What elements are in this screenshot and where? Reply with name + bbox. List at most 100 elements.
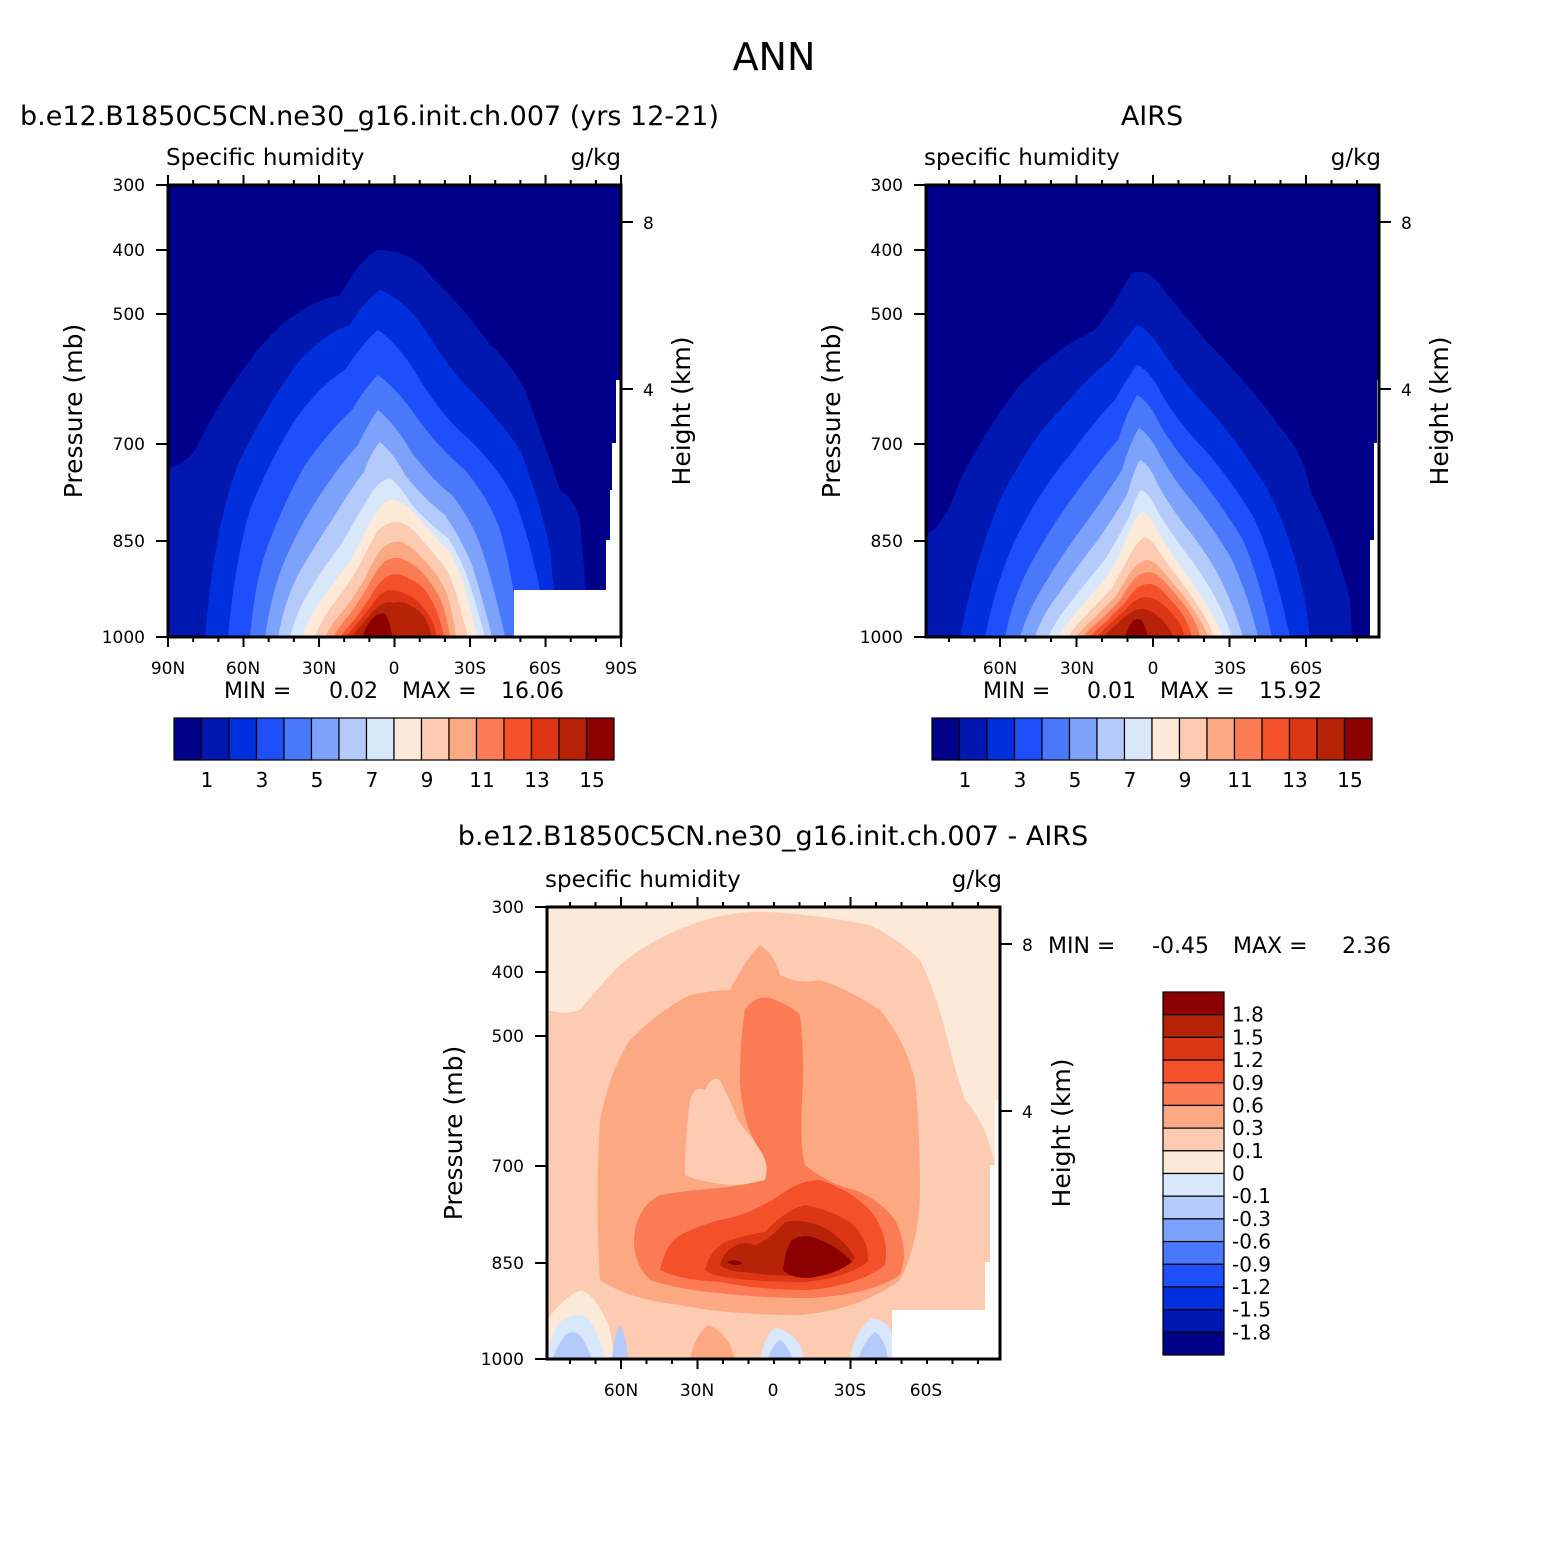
panel-model: b.e12.B1850C5CN.ne30_g16.init.ch.007 (yr… [20,101,719,792]
panel-obs-y2-ticklabels: 8 4 [1401,214,1412,401]
contour-fill-1.8 [783,1236,852,1278]
stat-min-label: MIN = [983,679,1050,704]
colorbar-swatch [1013,717,1043,761]
panel-model-var-label: Specific humidity [166,145,364,171]
colorbar-label: 5 [1069,768,1082,792]
colorbar-swatch [1162,1127,1225,1152]
colorbar-swatch [986,717,1016,761]
contour-fill-neg-0.3 [552,1332,592,1359]
contour-fill-neg-0.3-c [768,1340,792,1359]
y-tick-label: 300 [871,176,903,196]
panel-diff: b.e12.B1850C5CN.ne30_g16.init.ch.007 - A… [439,821,1391,1401]
colorbar-swatch [558,717,588,761]
colorbar-label: 1 [959,768,972,792]
y-tick-label: 850 [871,532,903,552]
colorbar-swatch [1068,717,1098,761]
panel-model-ylabel: Pressure (mb) [59,324,88,498]
x-tick-label: 60N [604,1381,638,1401]
panel-obs-axes [914,175,1391,647]
colorbar-swatch [503,717,533,761]
y-tick-label: 1000 [860,628,903,648]
colorbar-swatch [530,717,560,761]
colorbar-swatch [1162,1195,1225,1220]
colorbar-swatch [1261,717,1291,761]
colorbar-label: -1.8 [1232,1320,1271,1344]
panel-model-x-ticklabels: 90N 60N 30N 0 30S 60S 90S [151,659,637,679]
x-tick-label: 60N [983,659,1017,679]
colorbar-swatch [958,717,988,761]
y-tick-label: 400 [492,963,524,983]
contour-fill-level-15 [362,613,392,637]
colorbar-swatch [1162,991,1225,1016]
y2-tick-label: 4 [1022,1103,1033,1123]
x-tick-label: 30S [834,1381,866,1401]
colorbar-label: 0 [1232,1162,1245,1186]
figure-title: ANN [733,35,816,79]
colorbar-swatch [1123,717,1153,761]
colorbar-label: -0.6 [1232,1230,1271,1254]
panel-model-units: g/kg [571,145,621,171]
x-tick-label: 60S [1290,659,1322,679]
colorbar-swatch [1151,717,1181,761]
colorbar-swatch [1162,1240,1225,1265]
stat-min-label: MIN = [1048,934,1115,959]
colorbar-label: 1.2 [1232,1048,1264,1072]
y-tick-label: 1000 [102,628,145,648]
panel-obs-y-ticklabels: 300 400 500 700 850 1000 [860,176,903,648]
x-tick-label: 30N [680,1381,714,1401]
colorbar-label: 1.8 [1232,1003,1264,1027]
panel-diff-colorbar: 1.81.51.20.90.60.30.10-0.1-0.3-0.6-0.9-1… [1162,991,1271,1356]
x-tick-label: 60S [529,659,561,679]
panel-diff-ylabel: Pressure (mb) [439,1046,468,1220]
panel-obs-header: AIRS [1121,101,1183,132]
colorbar-label: 15 [1337,768,1362,792]
panel-obs-units: g/kg [1331,145,1381,171]
colorbar-swatch [1162,1286,1225,1311]
colorbar-swatch [365,717,395,761]
y-tick-label: 500 [113,305,145,325]
contour-fill-0.3-lower [690,1325,735,1359]
colorbar-swatch [1162,1309,1225,1333]
y-tick-label: 400 [113,241,145,261]
stat-max-value: 15.92 [1259,679,1322,704]
missing-data-mask [514,380,621,637]
colorbar-label: 11 [1227,768,1252,792]
colorbar-label: 0.1 [1232,1139,1264,1163]
colorbar-swatch [585,717,615,761]
colorbar-swatch [1162,1104,1225,1129]
y-tick-label: 700 [113,435,145,455]
panel-diff-stats: MIN = -0.45 MAX = 2.36 [1048,934,1391,959]
colorbar-label: 9 [1179,768,1192,792]
stat-min-value: -0.45 [1152,934,1209,959]
colorbar-swatch [1162,1082,1225,1107]
y-tick-label: 700 [492,1157,524,1177]
stat-max-value: 2.36 [1342,934,1391,959]
colorbar-swatch [448,717,478,761]
y-tick-label: 500 [871,305,903,325]
y-tick-label: 400 [871,241,903,261]
panel-model-colorbar: 1 3 5 7 9 11 13 15 [173,717,615,792]
y-tick-label: 300 [113,176,145,196]
colorbar-label: -0.9 [1232,1252,1271,1276]
colorbar-label: 5 [311,768,324,792]
panel-diff-y2label: Height (km) [1047,1059,1076,1208]
panel-diff-y2-ticklabels: 8 4 [1022,936,1033,1123]
y-tick-label: 500 [492,1027,524,1047]
colorbar-swatch [1041,717,1071,761]
colorbar-label: 7 [1124,768,1137,792]
colorbar-label: -1.2 [1232,1275,1271,1299]
colorbar-swatch [1233,717,1263,761]
missing-data-mask [892,1100,1000,1359]
panel-model-stats: MIN = 0.02 MAX = 16.06 [224,679,564,704]
x-tick-label: 60N [226,659,260,679]
colorbar-swatch [283,717,313,761]
colorbar-swatch [1162,1059,1225,1084]
colorbar-label: 1.5 [1232,1025,1264,1049]
y2-tick-label: 8 [1401,214,1412,234]
panel-obs-x-ticklabels: 60N 30N 0 30S 60S [983,659,1322,679]
y2-tick-label: 8 [1022,936,1033,956]
panel-model-y2-ticklabels: 8 4 [643,214,654,401]
panel-obs-contours [926,185,1379,637]
stat-max-label: MAX = [402,679,477,704]
y-tick-label: 1000 [481,1350,524,1370]
